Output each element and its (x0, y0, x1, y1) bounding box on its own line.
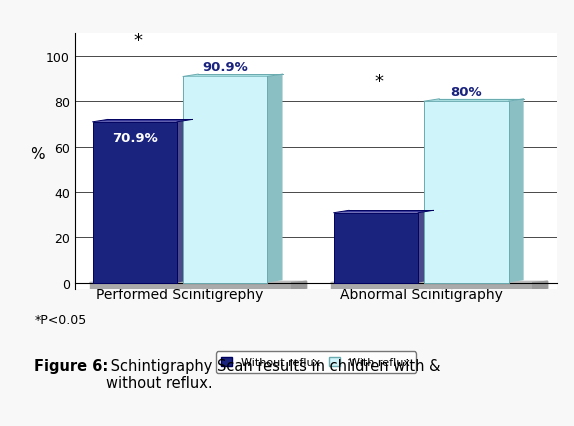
Bar (333, 213, 418, 283)
Text: 30.8%: 30.8% (353, 220, 399, 233)
Text: Figure 6:: Figure 6: (34, 358, 108, 373)
Polygon shape (177, 120, 192, 283)
Text: Schintigraphy Scan results in children with &
without reflux.: Schintigraphy Scan results in children w… (106, 358, 441, 390)
Legend: Without reflux, With reflux: Without reflux, With reflux (216, 351, 416, 373)
Bar (183, 77, 267, 283)
Polygon shape (333, 211, 433, 213)
Polygon shape (92, 120, 192, 123)
Polygon shape (331, 283, 533, 290)
Polygon shape (533, 282, 548, 290)
Polygon shape (267, 75, 282, 283)
Polygon shape (90, 283, 292, 290)
Text: *P<0.05: *P<0.05 (34, 313, 87, 326)
Bar (424, 102, 509, 283)
Bar (92, 123, 177, 283)
Polygon shape (292, 282, 307, 290)
Text: *: * (374, 73, 383, 91)
Polygon shape (183, 75, 282, 77)
Polygon shape (509, 100, 523, 283)
Polygon shape (90, 282, 307, 283)
Polygon shape (424, 100, 523, 102)
Polygon shape (418, 211, 433, 283)
Text: *: * (133, 32, 142, 50)
Y-axis label: %: % (30, 147, 45, 162)
Text: 90.9%: 90.9% (203, 61, 248, 74)
Text: 70.9%: 70.9% (112, 132, 158, 144)
Text: 80%: 80% (451, 86, 482, 98)
Polygon shape (331, 282, 548, 283)
